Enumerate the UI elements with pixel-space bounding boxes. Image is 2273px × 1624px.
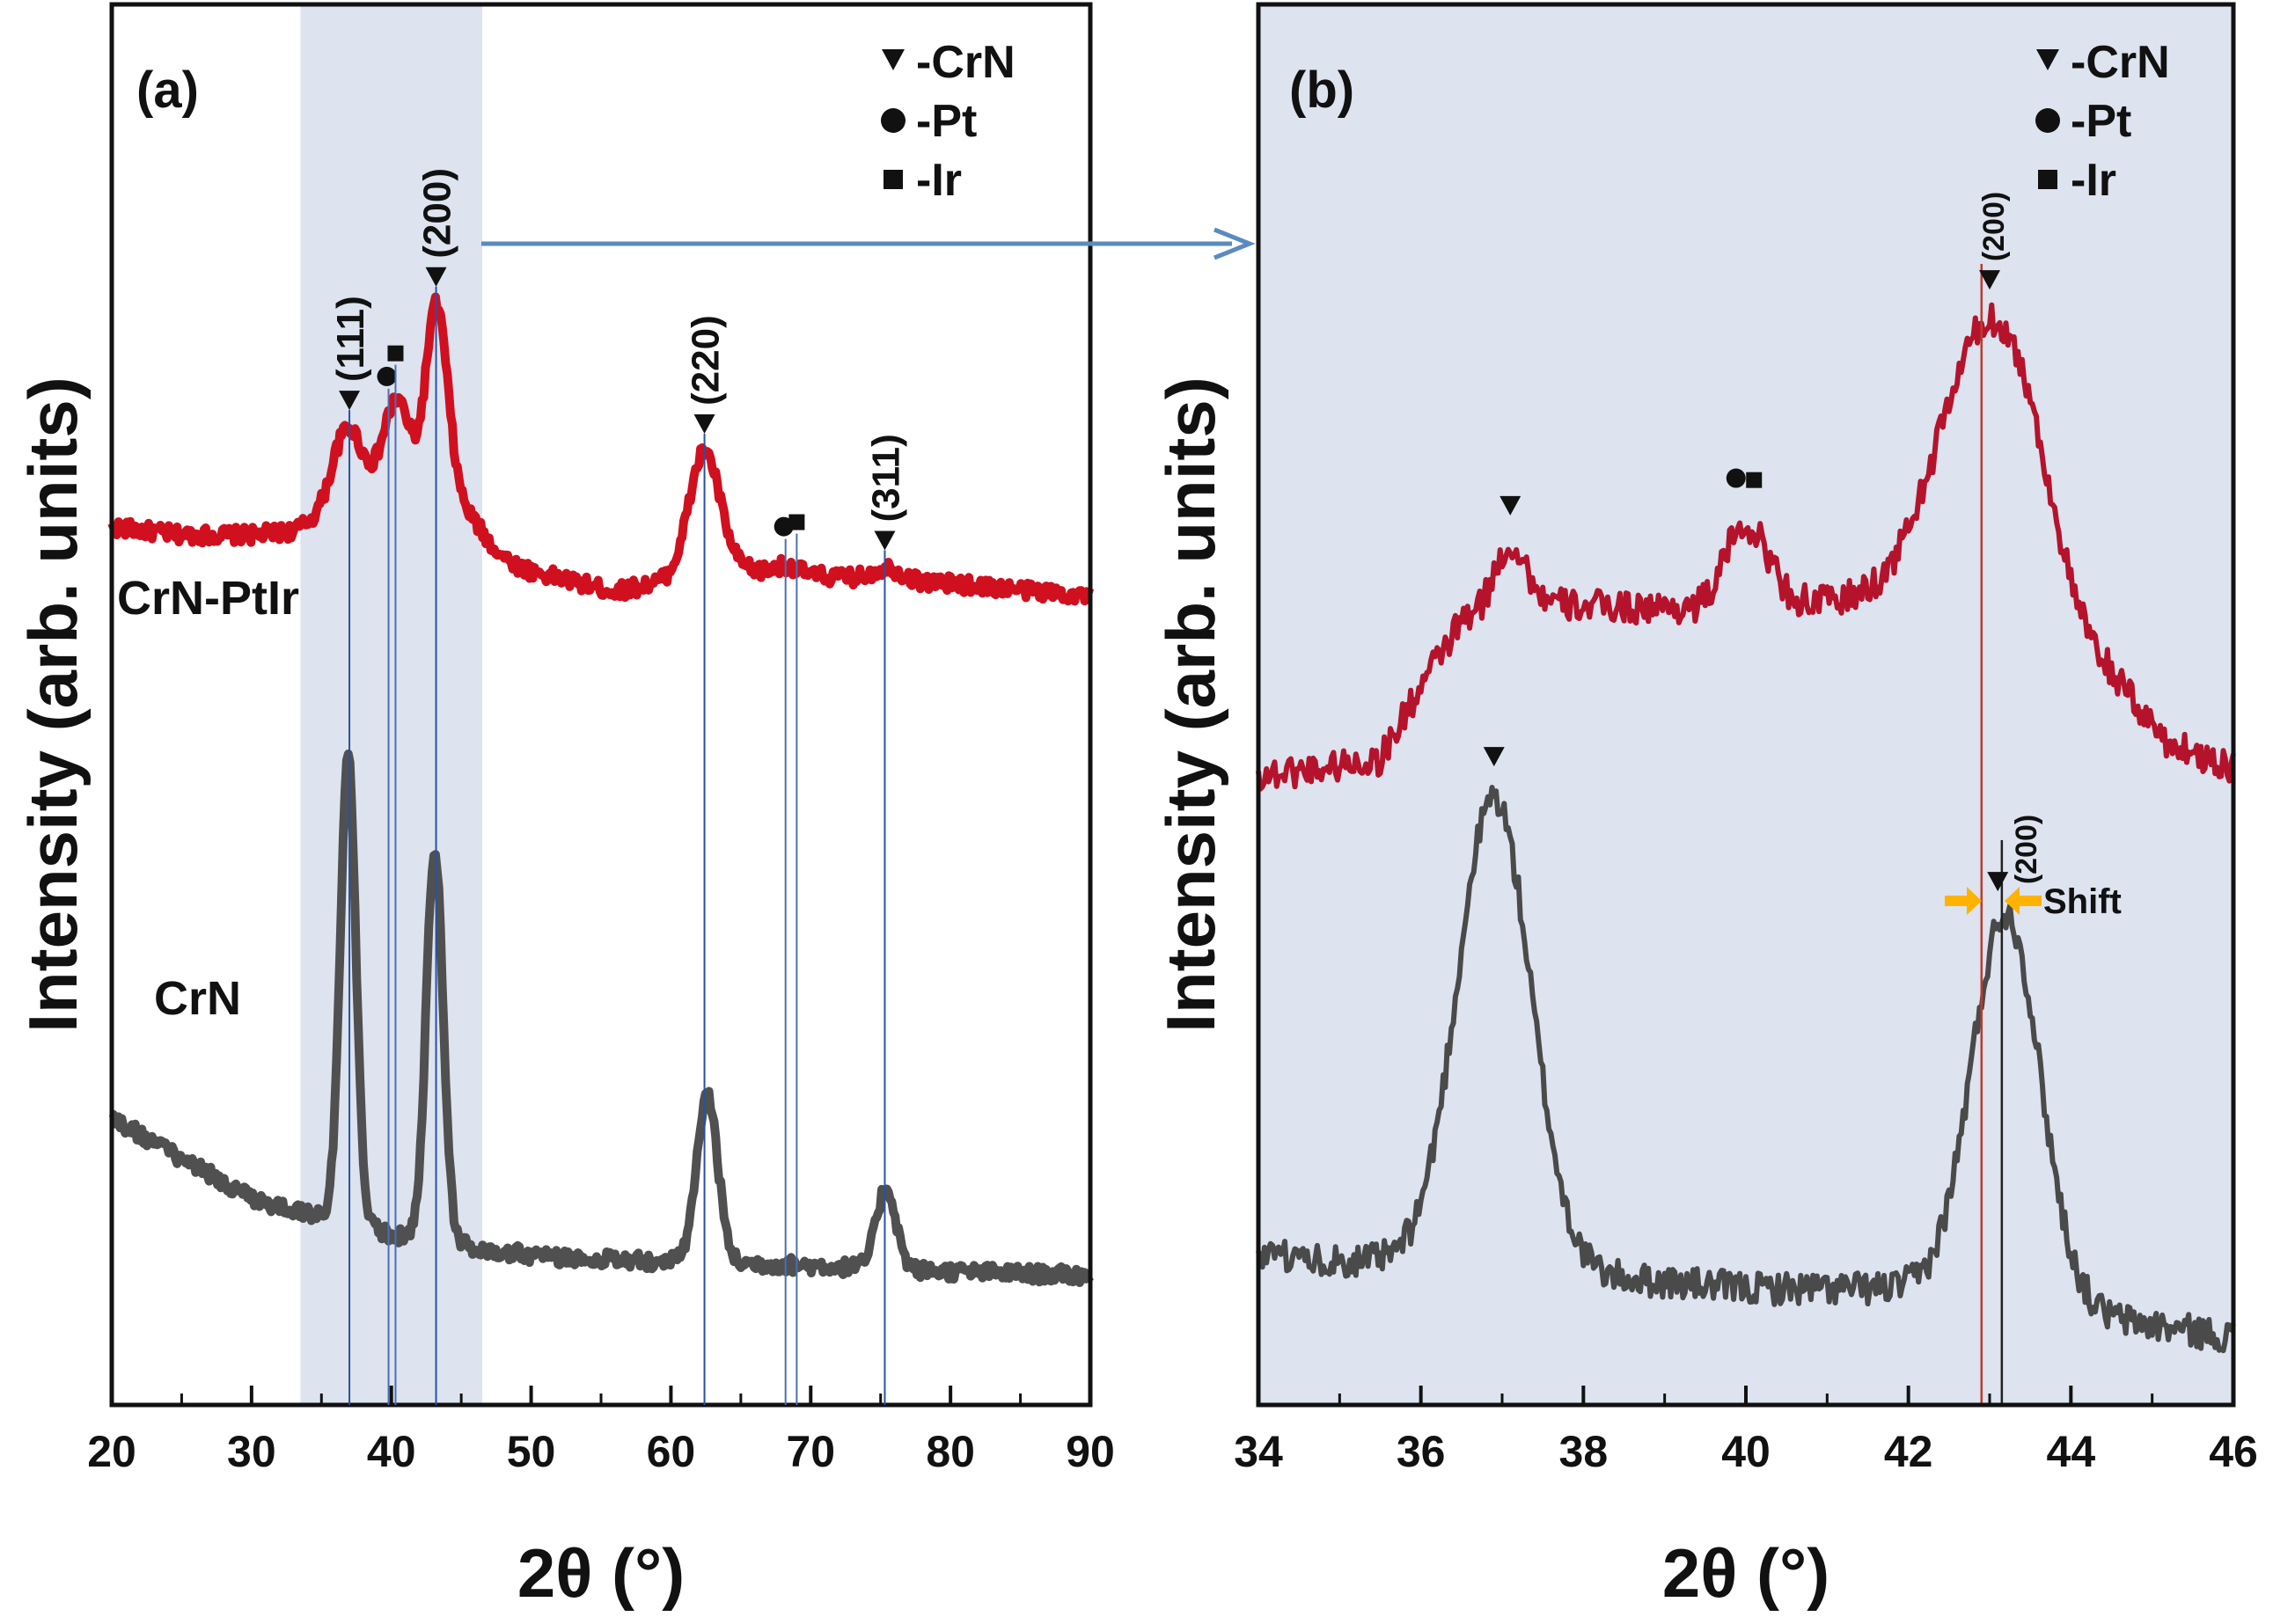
series-label-crn: CrN [154,972,241,1025]
shift-arrow-right [1945,887,1982,915]
x-tick-label: 70 [786,1427,835,1476]
x-tick-label: 42 [1884,1427,1933,1476]
series-label-crn-ptir: CrN-PtIr [117,572,299,625]
panel-b: 34 36 38 40 42 44 46 (200) (200) (b) -CrN -Pt -Ir… [1152,2,2258,1612]
x-tick-label: 38 [1559,1427,1609,1476]
panel-b-background [1258,4,2233,1405]
panel-b-label: (b) [1289,62,1354,119]
legend-label: -Ir [916,155,962,206]
peak-marker-pt [1726,468,1746,488]
shift-label: Shift [2043,882,2122,921]
x-tick-label: 34 [1234,1427,1283,1476]
peak-marker-pt [774,516,794,537]
x-tick-label: 40 [367,1427,416,1476]
x-tick-label: 90 [1066,1427,1115,1476]
legend-marker-crn [882,49,905,70]
series-line-crn [108,750,1094,1287]
series-line-crn-ptir [107,292,1095,606]
x-tick-label: 60 [647,1427,696,1476]
legend-marker-ir [884,170,903,189]
legend-label: -Pt [916,96,977,147]
peak-marker-crn [339,391,361,411]
x-tick-label: 44 [2047,1427,2096,1476]
legend-label: -CrN [2071,37,2170,88]
x-tick-label: 36 [1397,1427,1446,1476]
x-tick-label: 30 [227,1427,276,1476]
x-tick-label: 80 [926,1427,975,1476]
shift-arrow-left [2005,887,2042,915]
peak-marker-crn [1979,270,2000,290]
x-tick-label: 20 [87,1427,136,1476]
legend-label: -Ir [2071,155,2116,206]
peak-marker-pt [377,366,397,386]
peak-marker-ir [788,514,805,530]
panel-b-x-axis-label: 2θ (°) [1662,1534,1829,1612]
panel-a: 20 30 40 50 60 70 80 90 (111) (200) (220) (311) (a… [14,2,1115,1612]
peak-label: (311) [864,434,907,522]
legend-marker-pt [881,108,906,133]
peak-label: (200) [1977,192,2011,261]
panel-b-y-axis-label: Intensity (arb. units) [1152,377,1229,1032]
panel-a-legend: -CrN -Pt -Ir [881,37,1016,206]
x-tick-label: 40 [1721,1427,1771,1476]
peak-marker-crn [425,267,447,287]
legend-label: -CrN [916,37,1016,88]
peak-marker-ir [1746,472,1763,488]
peak-marker-crn [1483,747,1505,767]
zoom-arrow [481,227,1256,260]
peak-marker-crn [693,413,715,434]
peak-label: (111) [329,296,372,382]
legend-marker-crn [2036,49,2059,70]
legend-marker-ir [2038,170,2057,189]
peak-marker-ir [387,345,404,362]
series-line-crn-ptir [1256,302,2236,792]
peak-marker-crn [1499,495,1521,516]
series-line-crn [1256,785,2236,1354]
legend-label: -Pt [2071,96,2131,147]
peak-marker-crn [1987,872,2009,892]
legend-marker-pt [2035,108,2060,133]
peak-label: (220) [685,315,728,406]
x-tick-label: 50 [507,1427,556,1476]
peak-label: (200) [416,168,459,259]
shift-annotation: Shift [1945,882,2122,921]
panel-b-legend: -CrN -Pt -Ir [2035,37,2170,206]
x-tick-label: 46 [2209,1427,2258,1476]
peak-marker-crn [874,530,896,551]
panel-a-x-axis-label: 2θ (°) [517,1534,685,1612]
peak-label: (200) [2010,815,2043,884]
panel-a-y-axis-label: Intensity (arb. units) [14,377,92,1032]
panel-a-label: (a) [136,62,199,119]
